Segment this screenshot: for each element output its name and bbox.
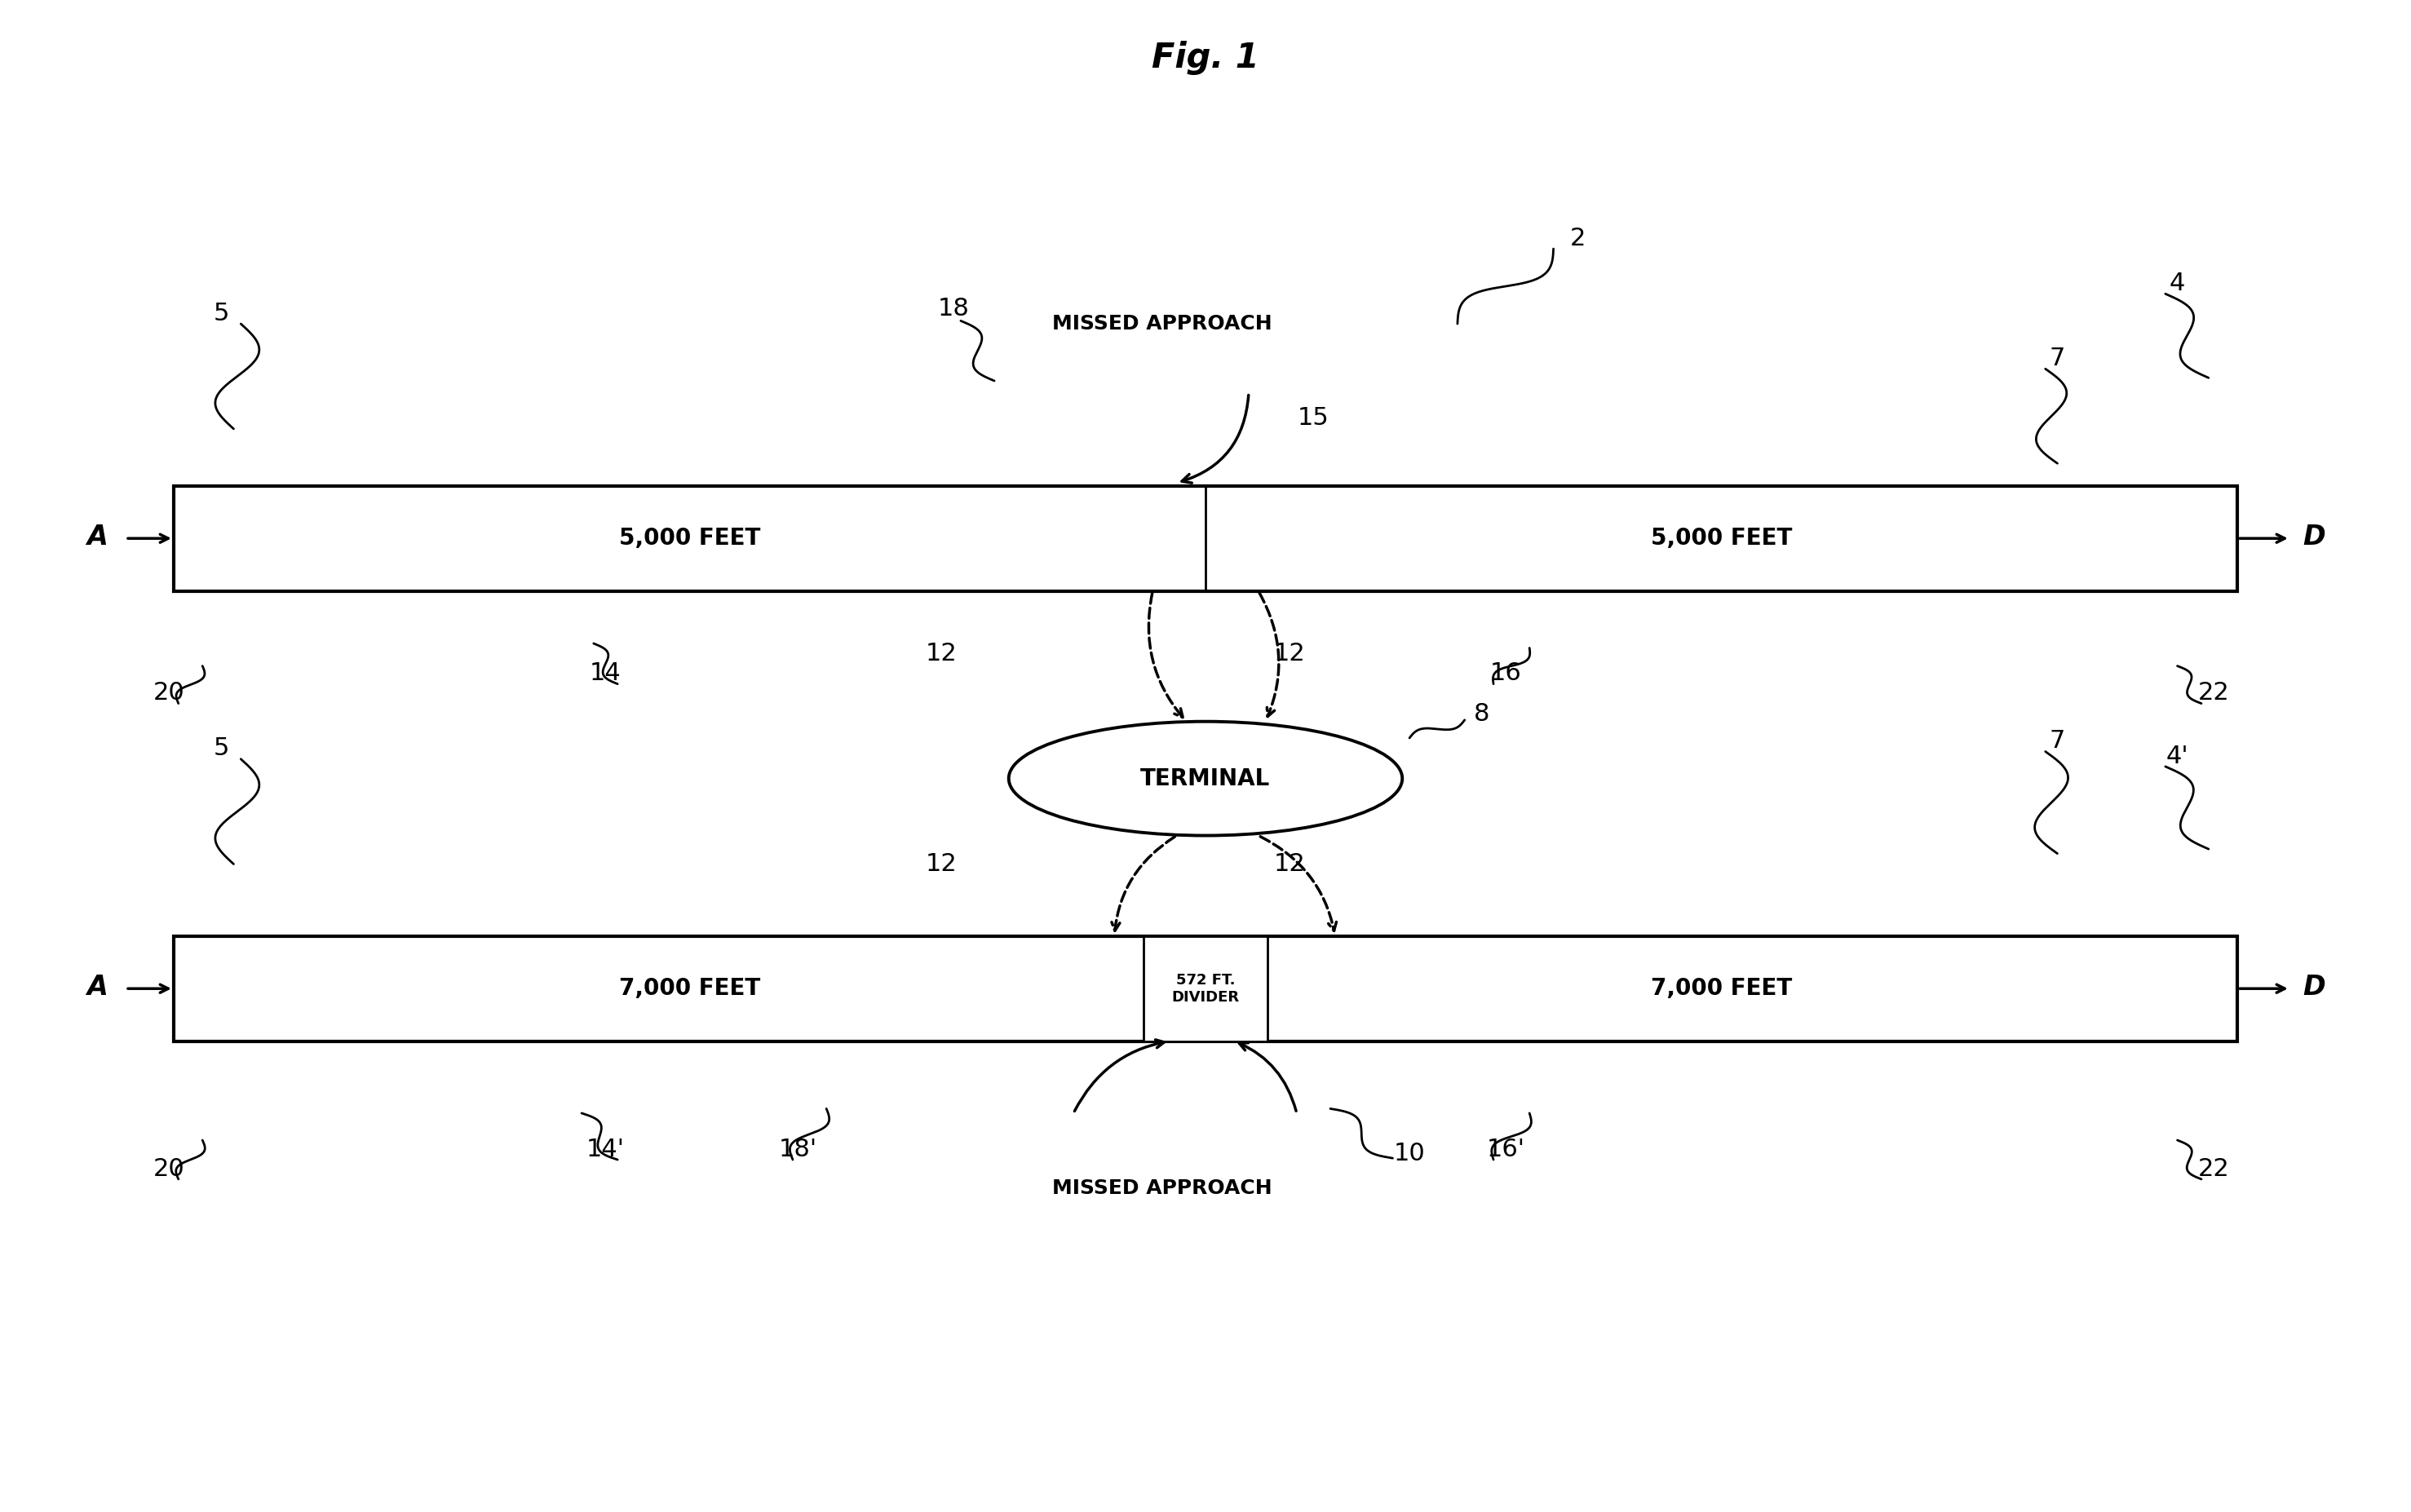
Text: D: D bbox=[2303, 523, 2327, 550]
Text: 15: 15 bbox=[1297, 407, 1328, 431]
Text: 2: 2 bbox=[1570, 227, 1586, 249]
Text: 18: 18 bbox=[938, 296, 969, 321]
Text: 5: 5 bbox=[215, 301, 229, 325]
Text: 16: 16 bbox=[1490, 662, 1521, 685]
Text: 14': 14' bbox=[586, 1137, 624, 1161]
Text: 14: 14 bbox=[591, 662, 622, 685]
Bar bbox=[174, 936, 2237, 1042]
Text: 8: 8 bbox=[1473, 702, 1490, 726]
Text: 7: 7 bbox=[2049, 346, 2066, 370]
Text: 12: 12 bbox=[1273, 853, 1304, 875]
Text: 22: 22 bbox=[2196, 680, 2230, 705]
Text: TERMINAL: TERMINAL bbox=[1140, 767, 1271, 789]
Text: 18': 18' bbox=[779, 1137, 817, 1161]
Text: 10: 10 bbox=[1394, 1142, 1425, 1166]
Text: 20: 20 bbox=[152, 1157, 186, 1181]
Text: 5,000 FEET: 5,000 FEET bbox=[620, 528, 759, 550]
Text: 20: 20 bbox=[152, 680, 186, 705]
Text: A: A bbox=[87, 523, 108, 550]
Text: 12: 12 bbox=[1273, 643, 1304, 665]
Text: D: D bbox=[2303, 974, 2327, 1001]
Text: MISSED APPROACH: MISSED APPROACH bbox=[1051, 314, 1273, 334]
Bar bbox=[1143, 936, 1268, 1042]
Text: 7,000 FEET: 7,000 FEET bbox=[1652, 977, 1791, 999]
Text: 4': 4' bbox=[2165, 744, 2189, 768]
Text: MISSED APPROACH: MISSED APPROACH bbox=[1051, 1178, 1273, 1198]
Text: 7,000 FEET: 7,000 FEET bbox=[620, 977, 759, 999]
Text: 4: 4 bbox=[2170, 272, 2184, 295]
Text: 7: 7 bbox=[2049, 729, 2066, 753]
Text: Fig. 1: Fig. 1 bbox=[1152, 41, 1259, 76]
Ellipse shape bbox=[1008, 721, 1403, 836]
Text: 12: 12 bbox=[926, 853, 957, 875]
Bar bbox=[174, 485, 2237, 591]
Text: 16': 16' bbox=[1485, 1137, 1524, 1161]
Text: A: A bbox=[87, 974, 108, 1001]
Text: 22: 22 bbox=[2196, 1157, 2230, 1181]
Text: 5,000 FEET: 5,000 FEET bbox=[1652, 528, 1791, 550]
Text: 12: 12 bbox=[926, 643, 957, 665]
Text: 5: 5 bbox=[215, 736, 229, 761]
Text: 572 FT.
DIVIDER: 572 FT. DIVIDER bbox=[1172, 972, 1239, 1004]
